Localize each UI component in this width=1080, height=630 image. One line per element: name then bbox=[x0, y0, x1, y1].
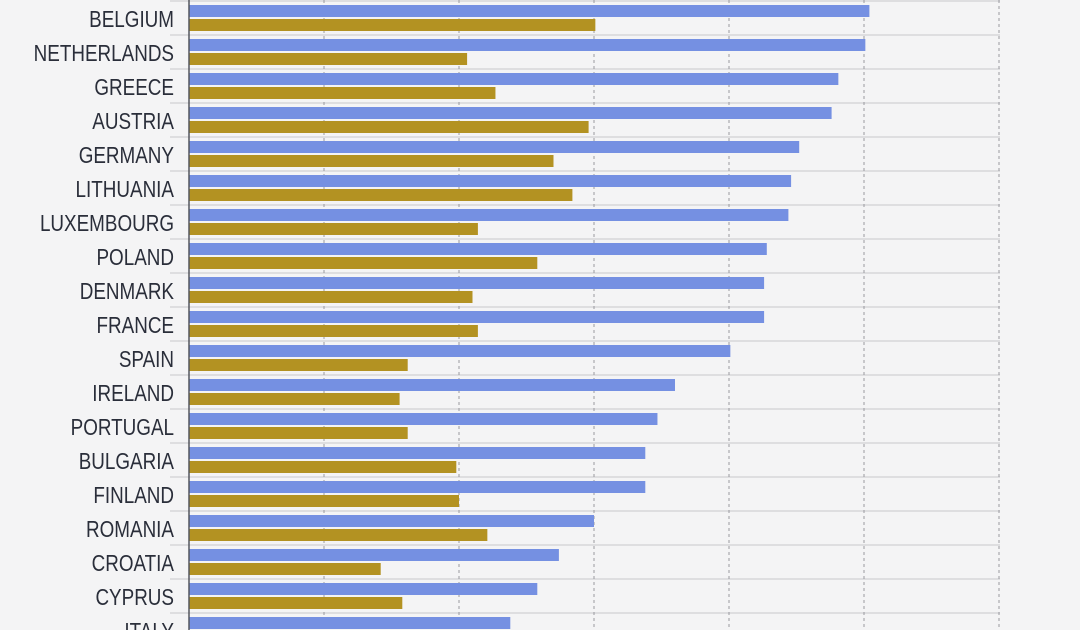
category-label: PORTUGAL bbox=[71, 415, 174, 440]
bar-series-1 bbox=[189, 583, 538, 595]
bar-series-2 bbox=[189, 53, 468, 65]
bar-series-2 bbox=[189, 325, 478, 337]
category-label: GERMANY bbox=[79, 143, 174, 168]
bar-series-1 bbox=[189, 379, 675, 391]
bar-series-1 bbox=[189, 277, 765, 289]
category-label: ITALY bbox=[124, 619, 174, 630]
category-label: POLAND bbox=[96, 245, 174, 270]
category-label: AUSTRIA bbox=[92, 109, 174, 134]
bar-series-2 bbox=[189, 155, 554, 167]
bar-series-2 bbox=[189, 257, 538, 269]
bar-series-1 bbox=[189, 345, 731, 357]
bar-series-1 bbox=[189, 481, 646, 493]
bar-series-2 bbox=[189, 121, 589, 133]
category-label: BULGARIA bbox=[79, 449, 174, 474]
category-label: BELGIUM bbox=[89, 7, 174, 32]
category-label: ROMANIA bbox=[86, 517, 174, 542]
category-label: FINLAND bbox=[93, 483, 174, 508]
category-label: GREECE bbox=[94, 75, 174, 100]
bar-series-1 bbox=[189, 209, 789, 221]
category-label: CYPRUS bbox=[95, 585, 174, 610]
bar-series-1 bbox=[189, 515, 594, 527]
bar-series-2 bbox=[189, 189, 573, 201]
bar-series-1 bbox=[189, 549, 559, 561]
bar-series-2 bbox=[189, 87, 496, 99]
bar-series-2 bbox=[189, 359, 408, 371]
bar-series-1 bbox=[189, 141, 800, 153]
bar-series-1 bbox=[189, 73, 839, 85]
bar-series-1 bbox=[189, 175, 792, 187]
bar-series-1 bbox=[189, 39, 866, 51]
bar-series-2 bbox=[189, 529, 488, 541]
bar-series-2 bbox=[189, 495, 459, 507]
bar-series-1 bbox=[189, 617, 511, 629]
bar-series-2 bbox=[189, 563, 381, 575]
bar-series-1 bbox=[189, 447, 646, 459]
bar-series-2 bbox=[189, 19, 596, 31]
bar-series-1 bbox=[189, 413, 658, 425]
category-label: NETHERLANDS bbox=[34, 41, 174, 66]
bar-series-1 bbox=[189, 311, 765, 323]
bar-series-1 bbox=[189, 243, 767, 255]
category-label: SPAIN bbox=[119, 347, 174, 372]
bar-series-2 bbox=[189, 427, 408, 439]
bar-series-1 bbox=[189, 5, 870, 17]
category-label: LITHUANIA bbox=[76, 177, 174, 202]
category-label: LUXEMBOURG bbox=[40, 211, 174, 236]
bar-series-2 bbox=[189, 461, 457, 473]
bar-series-2 bbox=[189, 223, 478, 235]
category-label: CROATIA bbox=[92, 551, 174, 576]
category-label: FRANCE bbox=[97, 313, 174, 338]
bar-series-2 bbox=[189, 393, 400, 405]
category-label: DENMARK bbox=[80, 279, 174, 304]
bar-series-2 bbox=[189, 291, 473, 303]
bar-series-2 bbox=[189, 597, 403, 609]
bar-series-1 bbox=[189, 107, 832, 119]
category-label: IRELAND bbox=[92, 381, 174, 406]
